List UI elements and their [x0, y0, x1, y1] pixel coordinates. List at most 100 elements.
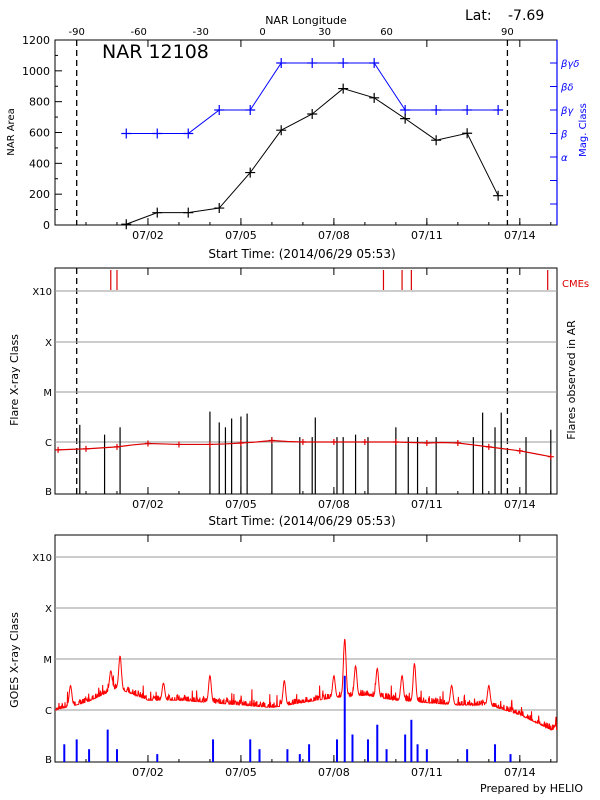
flare-class-panel: 07/02 07/05 07/08 07/11 07/14 B C M X X10 Flare X-…	[8, 267, 589, 511]
flare-trend-point	[454, 439, 461, 446]
area-magclass-panel: 07/02 07/05 07/08 07/11 07/14020040060080010…	[6, 14, 589, 242]
longitude-tick-label: -30	[192, 27, 208, 38]
area-point	[338, 83, 349, 94]
x-tick-label: 07/08	[318, 766, 350, 779]
goes-xray-panel: 07/02 07/05 07/08 07/11 07/14 B C M X X10 GOES X-r…	[8, 534, 558, 779]
cme-legend-label: CMEs	[562, 279, 589, 290]
x-tick-label: 07/11	[411, 498, 443, 511]
plot-frame	[54, 39, 558, 226]
longitude-tick-label: 0	[259, 27, 265, 38]
flare-trend-point	[299, 439, 306, 445]
area-point	[276, 125, 287, 136]
flare-trend-point	[361, 439, 368, 445]
flare-trend-point	[237, 439, 244, 446]
x-tick-label: 07/11	[411, 229, 443, 242]
flare-trend-point	[144, 440, 151, 447]
flare-trend-point	[423, 439, 430, 446]
mag-class-tick-label: βγδ	[560, 59, 579, 70]
x-tick-label: 07/14	[504, 498, 536, 511]
flare-trend-point	[268, 437, 275, 444]
mag-class-point	[369, 58, 380, 68]
footer-credit: Prepared by HELIO	[480, 782, 583, 795]
x-tick-label: 07/08	[318, 498, 350, 511]
x-tick-label: 07/05	[225, 229, 257, 242]
right-axis-label: Flares observed in AR	[565, 320, 578, 440]
flare-trend-point	[175, 441, 182, 448]
x-tick-label: 07/14	[504, 229, 536, 242]
latitude-label: Lat:	[465, 8, 492, 24]
mag-class-tick-label: βδ	[560, 83, 574, 94]
region-title: NAR 12108	[102, 41, 209, 63]
area-point	[214, 203, 225, 214]
mag-class-tick-label: β	[560, 130, 568, 141]
class-tick-label: X10	[32, 553, 52, 564]
mag-class-point	[338, 58, 349, 68]
flare-trend-point	[392, 439, 399, 445]
flare-trend-line	[58, 439, 551, 458]
mag-class-point	[121, 128, 132, 139]
longitude-tick-label: -60	[130, 27, 146, 38]
start-time-label: Start Time: (2014/06/29 05:53)	[208, 247, 395, 261]
class-tick-label: B	[45, 487, 52, 498]
x-tick-label: 07/05	[225, 766, 257, 779]
mag-class-point	[276, 58, 287, 68]
class-tick-label: B	[45, 755, 52, 766]
class-tick-label: X	[45, 604, 52, 615]
mag-class-point	[152, 128, 163, 139]
area-point	[245, 167, 256, 178]
longitude-tick-label: 60	[380, 27, 393, 38]
longitude-tick-label: 30	[318, 27, 331, 38]
area-point	[121, 219, 132, 230]
area-point	[307, 109, 318, 119]
mag-class-point	[214, 105, 225, 115]
y-tick-label: 0	[43, 219, 50, 232]
y-tick-label: 400	[29, 157, 50, 170]
y-tick-label: 600	[29, 127, 50, 140]
longitude-tick-label: 90	[501, 27, 514, 38]
x-tick-label: 07/02	[132, 766, 164, 779]
longitude-tick-label: -90	[69, 27, 85, 38]
mag-class-point	[431, 105, 442, 115]
x-tick-label: 07/08	[318, 229, 350, 242]
flare-trend-point	[547, 453, 554, 460]
y-axis-label: GOES X-ray Class	[8, 612, 21, 708]
x-tick-label: 07/05	[225, 498, 257, 511]
mag-class-tick-label: βγ	[560, 106, 574, 117]
area-point	[152, 207, 163, 218]
mag-class-point	[400, 105, 411, 115]
flare-trend-point	[485, 443, 492, 450]
start-time-label: Start Time: (2014/06/29 05:53)	[208, 514, 395, 528]
mag-class-tick-label: α	[561, 153, 568, 164]
y-tick-label: 800	[29, 96, 50, 109]
flare-trend-point	[206, 441, 213, 448]
area-point	[400, 113, 411, 124]
area-point	[493, 190, 504, 201]
latitude-value: -7.69	[508, 8, 544, 24]
mag-class-point	[493, 105, 504, 115]
flare-trend-point	[516, 447, 523, 454]
class-tick-label: C	[45, 706, 52, 717]
x-tick-label: 07/02	[132, 229, 164, 242]
class-tick-label: X10	[32, 287, 52, 298]
class-tick-label: C	[45, 438, 52, 449]
area-point	[369, 92, 380, 103]
class-tick-label: X	[45, 338, 52, 349]
flare-trend-point	[55, 446, 62, 453]
class-tick-label: M	[43, 388, 52, 399]
top-axis-label: NAR Longitude	[265, 14, 347, 27]
area-point	[183, 207, 194, 218]
mag-class-point	[183, 128, 194, 139]
right-axis-label: Mag. Class	[578, 103, 589, 157]
plot-frame	[54, 534, 558, 763]
area-point	[462, 128, 473, 139]
area-line	[126, 88, 499, 225]
y-axis-label: NAR Area	[6, 108, 17, 155]
plot-frame	[54, 267, 558, 495]
flare-trend-point	[82, 445, 89, 452]
mag-class-point	[245, 105, 256, 115]
class-tick-label: M	[43, 655, 52, 666]
x-tick-label: 07/14	[504, 766, 536, 779]
y-tick-label: 1200	[22, 34, 50, 47]
y-tick-label: 1000	[22, 65, 50, 78]
